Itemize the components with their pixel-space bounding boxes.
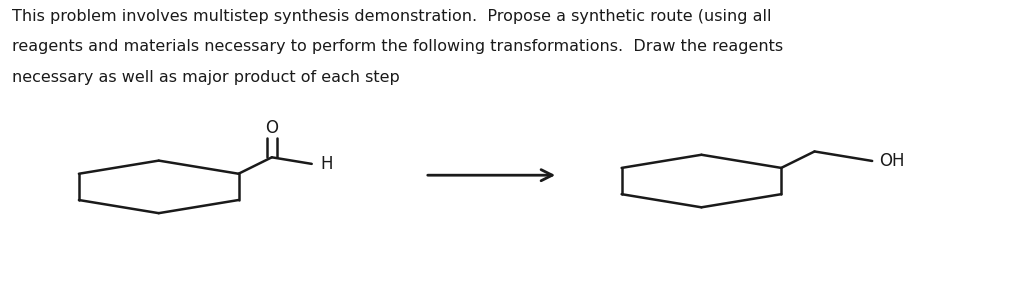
- Text: necessary as well as major product of each step: necessary as well as major product of ea…: [12, 70, 400, 85]
- Text: H: H: [319, 155, 333, 173]
- Text: O: O: [265, 119, 279, 137]
- Text: This problem involves multistep synthesis demonstration.  Propose a synthetic ro: This problem involves multistep synthesi…: [12, 9, 772, 24]
- Text: reagents and materials necessary to perform the following transformations.  Draw: reagents and materials necessary to perf…: [12, 39, 783, 54]
- Text: OH: OH: [880, 152, 905, 170]
